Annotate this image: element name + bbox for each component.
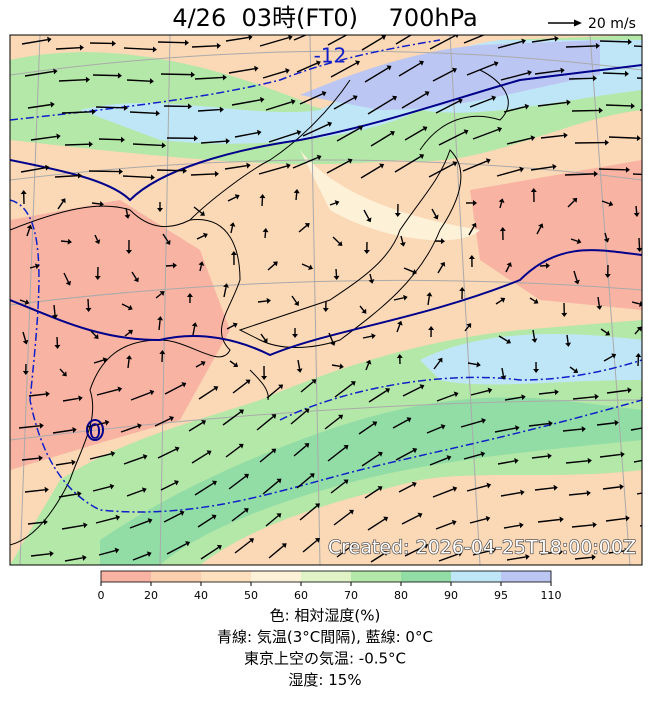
colorbar-tick-label: 40 — [194, 589, 208, 602]
wind-arrow — [606, 105, 631, 106]
created-stamp: Created: 2026-04-25T18:00:00Z — [328, 537, 636, 559]
colorbar-tick-label: 90 — [444, 589, 458, 602]
contour-label: 0 — [89, 420, 102, 444]
wind-arrow — [643, 142, 651, 143]
colorbar-tick-label: 110 — [541, 589, 562, 602]
colorbar-segment — [201, 571, 252, 582]
wind-arrow — [61, 241, 68, 242]
wind-arrow — [636, 206, 637, 213]
colorbar-segment — [101, 571, 152, 582]
contour-label: -12 — [314, 44, 347, 68]
wind-arrow — [265, 232, 266, 238]
wind-arrow — [643, 554, 651, 558]
colorbar-segment — [301, 571, 352, 582]
wind-arrow — [65, 144, 89, 145]
wind-arrow — [93, 75, 118, 76]
wind-arrow — [99, 139, 121, 140]
wind-arrow — [572, 110, 599, 111]
wind-arrow — [54, 305, 55, 315]
colorbar-segment — [251, 571, 302, 582]
wind-arrow — [89, 171, 119, 172]
wind-arrow — [336, 269, 337, 276]
colorbar-tick-label: 20 — [144, 589, 158, 602]
map: -12 0 Created: 2026-04-25T18:00:00Z — [10, 26, 651, 565]
wind-arrow — [603, 73, 625, 74]
wind-arrow — [158, 42, 185, 43]
wind-arrow — [600, 41, 628, 42]
caption-line: 東京上空の気温: -0.5°C — [244, 650, 406, 668]
colorbar-segment — [451, 571, 502, 582]
colorbar-tick-label: 70 — [344, 589, 358, 602]
vector-legend-label: 20 m/s — [588, 16, 636, 32]
colorbar-segment — [351, 571, 402, 582]
colorbar-segment — [151, 571, 202, 582]
wind-arrow — [166, 265, 173, 266]
colorbar: 0 20 40 50 60 70 80 90 95 110 — [98, 571, 562, 602]
colorbar-tick-label: 50 — [244, 589, 258, 602]
title: 4/26 03時(FT0) 700hPa — [172, 4, 477, 32]
colorbar-segment — [401, 571, 452, 582]
wind-arrow-head — [645, 274, 650, 279]
wind-arrow — [569, 78, 593, 79]
caption-line: 湿度: 15% — [288, 671, 361, 689]
colorbar-tick-label: 80 — [394, 589, 408, 602]
colorbar-tick-label: 95 — [494, 589, 508, 602]
colorbar-tick-label: 0 — [98, 589, 105, 602]
wind-arrow — [96, 107, 124, 108]
wind-arrow — [157, 170, 183, 171]
wind-arrow — [296, 193, 297, 200]
wind-arrow — [92, 203, 100, 204]
caption-line: 色: 相対湿度(%) — [270, 607, 381, 625]
colorbar-segment — [501, 571, 552, 582]
wind-arrow — [642, 270, 647, 276]
vector-legend-head — [574, 20, 582, 27]
caption: 色: 相対湿度(%) 青線: 気温(3°C間隔), 藍線: 0°C 東京上空の気温:… — [217, 607, 433, 690]
wind-arrow-head — [647, 424, 651, 430]
colorbar-tick-label: 60 — [294, 589, 308, 602]
wind-arrow — [599, 169, 626, 170]
caption-line: 青線: 気温(3°C間隔), 藍線: 0°C — [217, 628, 433, 646]
wind-arrow — [161, 74, 191, 75]
